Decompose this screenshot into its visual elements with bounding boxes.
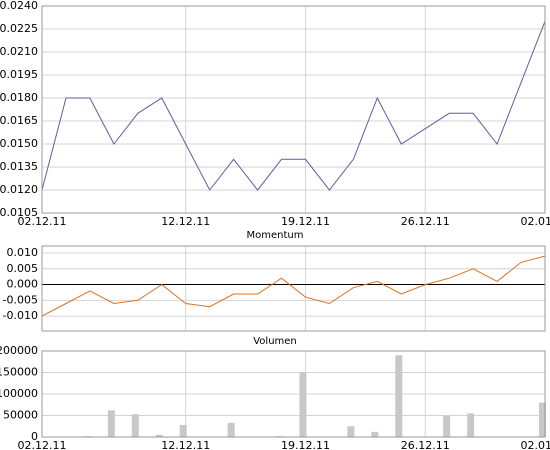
bar bbox=[107, 410, 115, 437]
series-line bbox=[41, 21, 546, 191]
bar bbox=[131, 414, 139, 437]
y-tick-label: 0.0165 bbox=[0, 114, 38, 127]
bar bbox=[227, 422, 235, 437]
y-tick-label: 0.0180 bbox=[0, 91, 38, 104]
y-tick-label: 0.0195 bbox=[0, 68, 38, 81]
bar bbox=[443, 415, 451, 437]
y-tick-label: 0.000 bbox=[7, 278, 39, 291]
x-tick-label: 02.12.11 bbox=[18, 215, 67, 228]
plot-background bbox=[42, 246, 545, 331]
y-tick-label: 100000 bbox=[0, 387, 38, 400]
x-tick-label: 26.12.11 bbox=[401, 215, 450, 228]
series-line bbox=[41, 255, 546, 317]
bar bbox=[371, 431, 379, 437]
x-tick-label: 19.12.11 bbox=[281, 439, 330, 450]
y-tick-label: 0.0210 bbox=[0, 45, 38, 58]
x-tick-label: 02.01.12 bbox=[521, 439, 550, 450]
x-tick-label: 12.12.11 bbox=[161, 215, 210, 228]
panel-title: Volumen bbox=[253, 336, 297, 347]
x-tick-label: 26.12.11 bbox=[401, 439, 450, 450]
x-tick-label: 02.12.11 bbox=[18, 439, 67, 450]
bar bbox=[155, 434, 163, 437]
bar bbox=[179, 424, 187, 437]
bar bbox=[395, 355, 403, 437]
y-tick-label: 150000 bbox=[0, 366, 38, 379]
x-tick-label: 02.01.12 bbox=[521, 215, 550, 228]
y-tick-label: -0.010 bbox=[3, 309, 38, 322]
y-tick-label: 0.0135 bbox=[0, 160, 38, 173]
x-tick-label: 19.12.11 bbox=[281, 215, 330, 228]
bar bbox=[467, 413, 475, 437]
plot-frame bbox=[41, 245, 546, 332]
plot-frame bbox=[41, 5, 546, 214]
y-tick-label: 50000 bbox=[3, 409, 38, 422]
y-tick-label: 200000 bbox=[0, 344, 38, 357]
x-tick-label: 12.12.11 bbox=[161, 439, 210, 450]
y-tick-label: 0.010 bbox=[7, 246, 39, 259]
bar bbox=[539, 402, 546, 437]
plot-background bbox=[42, 6, 545, 213]
y-tick-label: 0 bbox=[31, 430, 38, 443]
y-tick-label: 0.0240 bbox=[0, 0, 38, 12]
y-tick-label: 0.005 bbox=[7, 262, 39, 275]
y-tick-label: 0.0105 bbox=[0, 206, 38, 219]
bar bbox=[347, 426, 355, 437]
y-tick-label: -0.005 bbox=[3, 293, 38, 306]
bar bbox=[299, 372, 307, 437]
y-tick-label: 0.0120 bbox=[0, 183, 38, 196]
y-tick-label: 0.0225 bbox=[0, 22, 38, 35]
panel-title: Momentum bbox=[247, 230, 304, 241]
y-tick-label: 0.0150 bbox=[0, 137, 38, 150]
plot-frame bbox=[41, 350, 546, 438]
